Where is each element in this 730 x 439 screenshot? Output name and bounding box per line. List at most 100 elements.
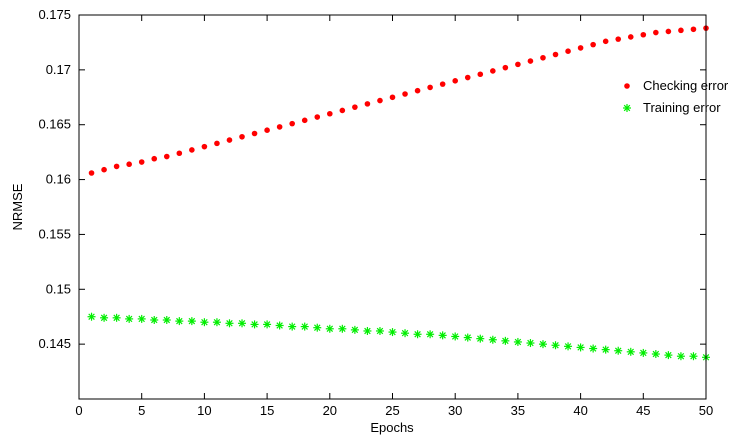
data-point bbox=[301, 117, 308, 124]
data-point bbox=[488, 335, 497, 344]
series-layer bbox=[87, 25, 710, 362]
x-tick-label: 15 bbox=[260, 403, 274, 418]
x-tick-label: 5 bbox=[138, 403, 145, 418]
y-tick-label: 0.175 bbox=[38, 7, 71, 22]
data-point bbox=[113, 163, 120, 170]
data-point bbox=[653, 29, 659, 36]
data-point bbox=[187, 317, 196, 326]
data-point bbox=[289, 120, 295, 127]
data-point bbox=[427, 84, 433, 91]
data-point bbox=[626, 347, 635, 356]
x-tick-label: 20 bbox=[323, 403, 337, 418]
data-point bbox=[614, 346, 623, 355]
data-point bbox=[300, 322, 309, 331]
data-point bbox=[590, 41, 596, 48]
data-point bbox=[452, 78, 459, 84]
data-point bbox=[426, 330, 435, 339]
data-point bbox=[138, 159, 145, 165]
series-training-error bbox=[87, 312, 710, 362]
data-point bbox=[212, 318, 221, 327]
data-point bbox=[364, 101, 371, 107]
data-point bbox=[87, 312, 96, 321]
y-tick-label: 0.15 bbox=[46, 281, 71, 296]
data-point bbox=[327, 110, 333, 117]
data-point bbox=[238, 319, 247, 328]
data-point bbox=[88, 170, 95, 176]
data-point bbox=[689, 352, 698, 361]
data-point bbox=[477, 71, 484, 78]
data-point bbox=[325, 324, 334, 333]
data-point bbox=[239, 133, 245, 140]
data-point bbox=[564, 342, 573, 351]
y-tick-label: 0.145 bbox=[38, 336, 71, 351]
data-point bbox=[200, 318, 209, 327]
data-point bbox=[439, 81, 446, 87]
data-point bbox=[615, 36, 622, 42]
data-point bbox=[162, 316, 171, 325]
data-point bbox=[214, 140, 220, 147]
data-point bbox=[100, 313, 109, 322]
data-point bbox=[350, 325, 359, 334]
data-point bbox=[176, 150, 183, 157]
data-point bbox=[639, 348, 648, 357]
data-point bbox=[163, 153, 170, 160]
data-point bbox=[576, 343, 585, 352]
data-point bbox=[126, 161, 132, 168]
data-point bbox=[589, 344, 598, 353]
x-tick-label: 30 bbox=[448, 403, 462, 418]
data-point bbox=[225, 319, 234, 328]
legend-label: Checking error bbox=[643, 78, 729, 93]
data-point bbox=[375, 326, 384, 335]
data-point bbox=[464, 74, 471, 81]
data-point bbox=[339, 107, 346, 114]
data-point bbox=[552, 51, 559, 58]
data-point bbox=[414, 87, 421, 94]
legend-marker bbox=[624, 83, 630, 89]
data-point bbox=[513, 337, 522, 346]
x-tick-label: 0 bbox=[75, 403, 82, 418]
data-point bbox=[627, 34, 634, 40]
data-point bbox=[665, 28, 672, 35]
data-point bbox=[676, 352, 685, 361]
data-point bbox=[451, 332, 460, 341]
data-point bbox=[377, 97, 383, 104]
data-point bbox=[413, 330, 422, 339]
legend-label: Training error bbox=[643, 100, 721, 115]
data-point bbox=[463, 333, 472, 342]
data-point bbox=[438, 331, 447, 340]
data-point bbox=[651, 350, 660, 359]
data-point bbox=[250, 320, 259, 329]
data-point bbox=[402, 91, 408, 97]
data-point bbox=[276, 124, 283, 130]
data-point bbox=[540, 54, 546, 61]
x-axis-label: Epochs bbox=[370, 420, 414, 435]
data-point bbox=[577, 45, 584, 51]
data-point bbox=[189, 147, 195, 153]
legend: Checking error Training error bbox=[623, 78, 729, 115]
x-tick-label: 35 bbox=[511, 403, 525, 418]
data-point bbox=[401, 329, 410, 338]
x-axis: 0 5 10 15 20 25 30 35 40 45 50 bbox=[75, 15, 713, 418]
data-point bbox=[352, 104, 358, 110]
data-point bbox=[551, 341, 560, 350]
data-point bbox=[112, 313, 121, 322]
data-point bbox=[263, 320, 272, 329]
data-point bbox=[338, 324, 347, 333]
data-point bbox=[690, 26, 697, 33]
y-axis-label: NRMSE bbox=[10, 183, 25, 230]
data-point bbox=[201, 143, 208, 150]
data-point bbox=[664, 351, 673, 360]
legend-marker bbox=[623, 104, 631, 112]
x-tick-label: 45 bbox=[636, 403, 650, 418]
data-point bbox=[388, 328, 397, 337]
data-point bbox=[363, 326, 372, 335]
x-tick-label: 40 bbox=[573, 403, 587, 418]
data-point bbox=[175, 317, 184, 326]
data-point bbox=[476, 334, 485, 343]
data-point bbox=[602, 38, 609, 45]
data-point bbox=[501, 336, 510, 345]
y-tick-label: 0.155 bbox=[38, 226, 71, 241]
legend-item: Checking error bbox=[624, 78, 729, 93]
data-point bbox=[502, 64, 509, 71]
